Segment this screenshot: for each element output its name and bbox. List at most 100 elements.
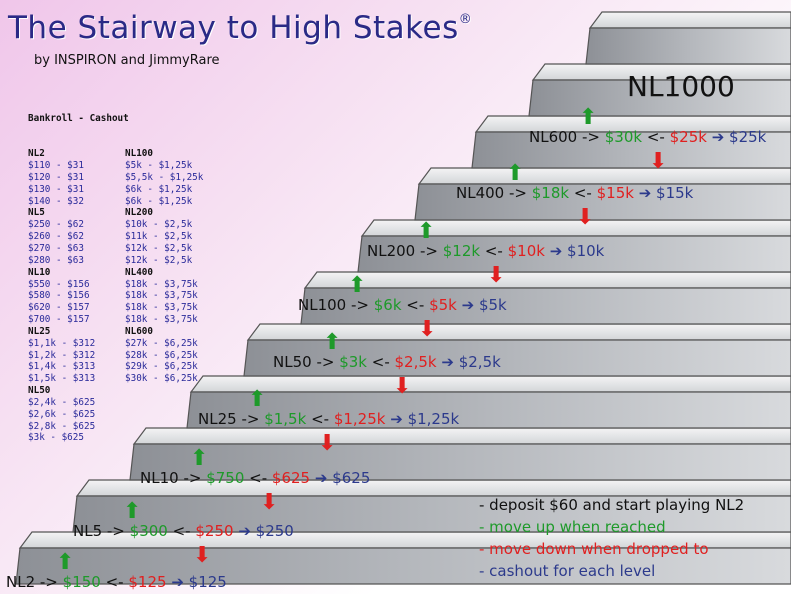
stair-riser	[585, 27, 791, 65]
step-up-separator: ->	[346, 296, 374, 314]
stair-riser	[243, 339, 791, 377]
step-cashout-value: $2,5k	[458, 353, 501, 371]
bankroll-row: $10k - $2,5k	[125, 219, 193, 231]
bankroll-level-nl600: NL600	[125, 325, 153, 337]
step-move-down-value: $5k	[429, 296, 457, 314]
bankroll-level-nl50: NL50	[28, 385, 51, 397]
byline: by INSPIRON and JimmyRare	[34, 53, 220, 68]
bankroll-level-nl5: NL5	[28, 207, 45, 219]
bankroll-row: $270 - $63	[28, 242, 84, 254]
step-up-separator: ->	[178, 469, 207, 487]
stair-riser	[15, 547, 791, 585]
bankroll-row: $12k - $2,5k	[125, 254, 193, 266]
bankroll-row: $5,5k - $1,25k	[125, 171, 204, 183]
step-move-down-value: $15k	[596, 184, 634, 202]
bankroll-row: $12k - $2,5k	[125, 242, 193, 254]
bankroll-row: $5k - $1,25k	[125, 160, 193, 172]
step-up-separator: ->	[236, 410, 265, 428]
bankroll-row: $18k - $3,75k	[125, 278, 198, 290]
step-level: NL200	[367, 242, 416, 260]
bankroll-level-nl10: NL10	[28, 266, 51, 278]
step-up-separator: ->	[415, 242, 443, 260]
step-cashout-value: $15k	[656, 184, 694, 202]
legend-item-move-down: - move down when dropped to	[479, 540, 709, 558]
stair-tread	[132, 427, 791, 445]
top-level-label: NL1000	[627, 70, 735, 103]
bankroll-row: $700 - $157	[28, 314, 90, 326]
step-level: NL400	[456, 184, 505, 202]
cashout-arrow-icon: ➔	[633, 184, 657, 202]
bankroll-row: $11k - $2,5k	[125, 231, 193, 243]
step-cashout-value: $625	[332, 469, 371, 487]
bankroll-row: $6k - $1,25k	[125, 183, 193, 195]
move-up-arrow-icon: ⬆	[323, 330, 341, 355]
bankroll-row: $1,2k - $312	[28, 349, 96, 361]
bankroll-left-groups: NL2 $110 - $31 $120 - $31 $130 - $31 $140 - …	[28, 148, 129, 444]
stair-step-nl10: NL10 -> $750 <- $625 ➔ $625	[140, 469, 370, 487]
move-up-arrow-icon: ⬆	[190, 446, 208, 471]
move-down-arrow-icon: ⬇	[260, 490, 278, 515]
stair-riser	[357, 235, 791, 273]
cashout-arrow-icon: ➔	[233, 522, 256, 540]
move-down-arrow-icon: ⬇	[576, 205, 594, 230]
stair-step-nl200: NL200 -> $12k <- $10k ➔ $10k	[367, 242, 604, 260]
legend-item-move-up: - move up when reached	[479, 518, 666, 536]
step-move-down-value: $625	[271, 469, 311, 487]
cashout-arrow-icon: ➔	[456, 296, 479, 314]
cashout-arrow-icon: ➔	[436, 353, 459, 371]
cashout-arrow-icon: ➔	[166, 573, 189, 591]
stair-riser	[414, 183, 791, 221]
bankroll-row: $28k - $6,25k	[125, 349, 198, 361]
move-up-arrow-icon: ⬆	[123, 499, 141, 524]
bankroll-row: $120 - $31	[28, 171, 84, 183]
step-move-up-value: $3k	[339, 353, 367, 371]
step-cashout-value: $1,25k	[407, 410, 460, 428]
step-move-down-value: $10k	[507, 242, 545, 260]
step-down-separator: <-	[642, 128, 670, 146]
step-up-separator: ->	[311, 353, 340, 371]
step-down-separator: <-	[244, 469, 272, 487]
move-up-arrow-icon: ⬆	[417, 219, 435, 244]
stair-riser	[72, 495, 791, 533]
stair-step-nl2: NL2 -> $150 <- $125 ➔ $125	[6, 573, 227, 591]
step-level: NL100	[298, 296, 347, 314]
bankroll-row: $1,5k - $313	[28, 373, 96, 385]
bankroll-level-nl100: NL100	[125, 148, 153, 160]
cashout-arrow-icon: ➔	[706, 128, 730, 146]
bankroll-row: $250 - $62	[28, 219, 84, 231]
step-cashout-value: $10k	[567, 242, 605, 260]
stair-step-nl25: NL25 -> $1,5k <- $1,25k ➔ $1,25k	[198, 410, 459, 428]
step-move-up-value: $12k	[442, 242, 481, 260]
step-down-separator: <-	[366, 353, 395, 371]
step-level: NL600	[529, 128, 578, 146]
step-move-down-value: $2,5k	[394, 353, 437, 371]
page-title: The Stairway to High Stakes®	[8, 10, 472, 46]
bankroll-row: $580 - $156	[28, 290, 90, 302]
stair-step-nl600: NL600 -> $30k <- $25k ➔ $25k	[529, 128, 766, 146]
step-up-separator: ->	[102, 522, 130, 540]
step-move-down-value: $125	[128, 573, 167, 591]
stair-riser	[528, 79, 791, 117]
step-up-separator: ->	[504, 184, 532, 202]
stair-step-nl5: NL5 -> $300 <- $250 ➔ $250	[73, 522, 294, 540]
bankroll-level-nl2: NL2	[28, 148, 45, 160]
step-cashout-value: $125	[188, 573, 227, 591]
step-down-separator: <-	[100, 573, 129, 591]
move-up-arrow-icon: ⬆	[506, 161, 524, 186]
step-move-up-value: $750	[206, 469, 245, 487]
move-down-arrow-icon: ⬇	[393, 374, 411, 399]
step-move-up-value: $1,5k	[264, 410, 307, 428]
stair-step-nl50: NL50 -> $3k <- $2,5k ➔ $2,5k	[273, 353, 501, 371]
stair-step-nl100: NL100 -> $6k <- $5k ➔ $5k	[298, 296, 507, 314]
stair-tread	[588, 11, 791, 29]
bankroll-level-nl200: NL200	[125, 207, 153, 219]
step-move-up-value: $30k	[604, 128, 643, 146]
legend: - deposit $60 and start playing NL2 - mo…	[479, 494, 744, 582]
stair-riser	[300, 287, 791, 325]
bankroll-row: $620 - $157	[28, 302, 90, 314]
bankroll-row: $6k - $1,25k	[125, 195, 193, 207]
stair-tread	[417, 167, 791, 185]
bankroll-row: $18k - $3,75k	[125, 314, 198, 326]
step-up-separator: ->	[35, 573, 63, 591]
step-move-down-value: $25k	[669, 128, 707, 146]
